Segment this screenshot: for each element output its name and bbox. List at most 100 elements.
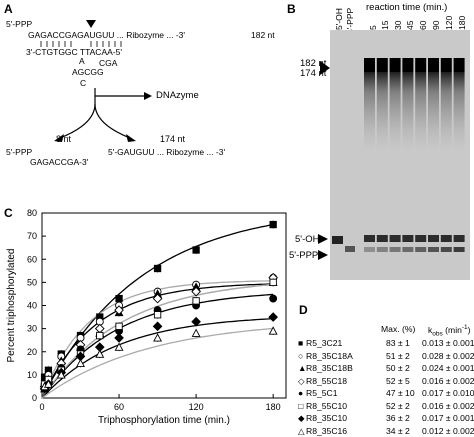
- cell-name: R8_35C16: [306, 425, 348, 436]
- kobs-unit: (min: [442, 324, 462, 335]
- smear: [453, 72, 465, 152]
- cell-max: 52 ± 5: [386, 375, 410, 386]
- x-tick-label: 120: [189, 402, 204, 412]
- cell-kobs: 0.016 ± 0.002: [422, 375, 474, 386]
- cell-name: R8_35C18B: [306, 363, 353, 373]
- table-row: ■ R5_3C21 83 ± 1 0.013 ± 0.001: [298, 338, 474, 349]
- time-label: 60: [418, 20, 428, 30]
- band-5oh: [428, 235, 439, 242]
- cell-symbol: △: [298, 425, 305, 436]
- band-5ppp: [376, 247, 388, 252]
- table-row: ◇ R8_55C18 52 ± 5 0.016 ± 0.002: [298, 376, 474, 387]
- header-max: Max. (%): [381, 324, 416, 334]
- base-pairing-ticks: [40, 41, 122, 47]
- data-point: [76, 358, 85, 367]
- cell-max: 52 ± 2: [386, 400, 410, 411]
- data-point: [153, 333, 163, 342]
- data-point: [153, 264, 162, 273]
- data-point: [152, 293, 163, 304]
- header-kobs: kobs (min-1): [428, 324, 471, 338]
- band-5ppp: [440, 247, 452, 252]
- data-point: [191, 316, 201, 327]
- data-point: [114, 333, 124, 343]
- fit-curve: [41, 327, 274, 399]
- data-point: [269, 220, 277, 229]
- cell-name: R5_3C21: [306, 338, 343, 348]
- time-label: 180: [457, 15, 467, 30]
- band-5ppp: [402, 247, 414, 252]
- data-point: [56, 370, 66, 379]
- data-point: [115, 322, 123, 330]
- cell-max: 51 ± 2: [386, 350, 410, 361]
- data-point: [153, 311, 162, 319]
- cell-kobs: 0.024 ± 0.001: [422, 363, 474, 373]
- time-label: 45: [405, 20, 415, 30]
- smear: [364, 72, 375, 152]
- dnazyme-strand: 3'-CTGTGGC TTACAA-5': [26, 47, 122, 57]
- data-point: [192, 297, 200, 305]
- band-182: [415, 58, 427, 72]
- band-5ppp: [389, 247, 401, 252]
- x-axis-label: Triphosphorylation time (min.): [98, 415, 230, 426]
- table-row: □ R8_55C10 52 ± 2 0.016 ± 0.002: [298, 401, 474, 412]
- y-tick-label: 60: [27, 254, 37, 264]
- frag1-prefix: 5'-PPP: [6, 147, 33, 157]
- data-point: [191, 286, 201, 297]
- top-prefix: 5'-PPP: [6, 19, 33, 29]
- reaction-time-label: reaction time (min.): [366, 2, 448, 13]
- y-axis-label: Percent triphosphorylated: [6, 249, 17, 363]
- data-point: [96, 331, 104, 340]
- band-5oh: [376, 235, 388, 242]
- y-tick-label: 50: [27, 277, 37, 287]
- smear: [440, 72, 452, 152]
- data-point: [269, 294, 278, 303]
- cell-name: R8_55C10: [306, 400, 348, 411]
- table-row: △ R8_35C16 34 ± 2 0.012 ± 0.002: [298, 426, 474, 437]
- band-182: [402, 58, 414, 72]
- cell-kobs: 0.012 ± 0.002: [422, 425, 474, 436]
- cell-symbol: ●: [298, 388, 304, 398]
- time-label: 30: [393, 20, 403, 30]
- table-row: ◆ R8_35C10 36 ± 2 0.017 ± 0.001: [298, 413, 474, 424]
- cell-max: 36 ± 2: [386, 413, 410, 423]
- y-tick-label: 30: [27, 324, 37, 334]
- cell-symbol: □: [298, 400, 304, 411]
- table-row: ▲ R8_35C18B 50 ± 2 0.024 ± 0.001: [298, 363, 474, 374]
- cell-symbol: ◇: [298, 375, 305, 386]
- top-length: 182 nt: [251, 30, 275, 40]
- cell-kobs: 0.016 ± 0.002: [422, 400, 474, 411]
- cell-kobs: 0.013 ± 0.001: [422, 338, 474, 348]
- data-point: [115, 294, 123, 303]
- smear: [428, 72, 439, 152]
- cell-name: R5_5C1: [306, 388, 338, 398]
- frag1-length: 8 nt: [56, 134, 72, 144]
- kobs-k: k: [428, 324, 433, 335]
- band-label-182: 182 nt: [300, 58, 327, 69]
- kobs-end: ): [467, 324, 471, 335]
- cell-kobs: 0.017 ± 0.010: [422, 388, 474, 398]
- kobs-sup: -1: [461, 324, 468, 331]
- cell-max: 47 ± 10: [386, 388, 415, 398]
- cell-max: 50 ± 2: [386, 363, 410, 373]
- cell-name: R8_35C10: [306, 413, 348, 423]
- frag2-seq: 5'-GAUGUU ... Ribozyme ... -3': [108, 147, 226, 157]
- y-tick-label: 0: [32, 393, 37, 403]
- table-row: ● R5_5C1 47 ± 10 0.017 ± 0.010: [298, 388, 474, 399]
- y-tick-label: 40: [27, 301, 37, 311]
- band-5ppp-control: [345, 246, 355, 252]
- top-strand: GAGACCGAGAUGUU ... Ribozyme ... -3': [28, 30, 186, 40]
- data-point: [192, 246, 200, 254]
- band-5ppp: [428, 247, 439, 252]
- data-point: [114, 305, 124, 315]
- band-5oh: [415, 235, 427, 242]
- band-5ppp: [415, 247, 427, 252]
- loop-d: C: [80, 78, 87, 88]
- band-label-5oh: 5'-OH: [295, 234, 320, 245]
- y-tick-label: 20: [27, 347, 37, 357]
- gel-image: [330, 30, 470, 280]
- band-5ppp: [453, 247, 465, 252]
- cell-max: 83 ± 1: [386, 338, 410, 348]
- y-tick-label: 10: [27, 370, 37, 380]
- data-point: [152, 321, 163, 332]
- frag2-length: 174 nt: [160, 134, 186, 144]
